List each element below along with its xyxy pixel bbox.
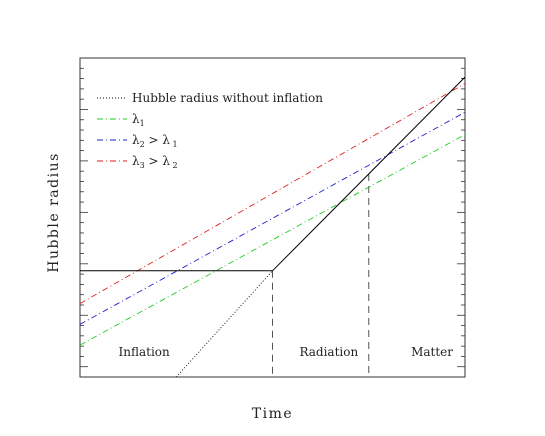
series-line-0 xyxy=(175,270,273,378)
era-label: Inflation xyxy=(119,345,171,359)
axis-ticks xyxy=(80,67,465,368)
series-lines xyxy=(79,76,466,378)
era-label: Radiation xyxy=(299,345,358,359)
legend-label: λ3 > λ 2 xyxy=(132,154,178,170)
series-line-3 xyxy=(79,83,466,304)
era-labels: Inflation Radiation Matter xyxy=(119,345,454,359)
legend: Hubble radius without inflation λ1 λ2 > λ … xyxy=(97,91,323,170)
legend-label: Hubble radius without inflation xyxy=(132,91,323,105)
series-line-2 xyxy=(79,111,466,325)
era-boundaries xyxy=(272,173,370,377)
plot-frame xyxy=(79,57,466,378)
series-line-1 xyxy=(79,134,466,346)
y-axis-label: Hubble radius xyxy=(46,152,62,273)
legend-label: λ1 xyxy=(132,112,145,128)
legend-label: λ2 > λ 1 xyxy=(132,133,178,149)
era-label: Matter xyxy=(411,345,453,359)
hubble-radius-line xyxy=(80,76,466,272)
x-axis-label: Time xyxy=(252,406,293,422)
